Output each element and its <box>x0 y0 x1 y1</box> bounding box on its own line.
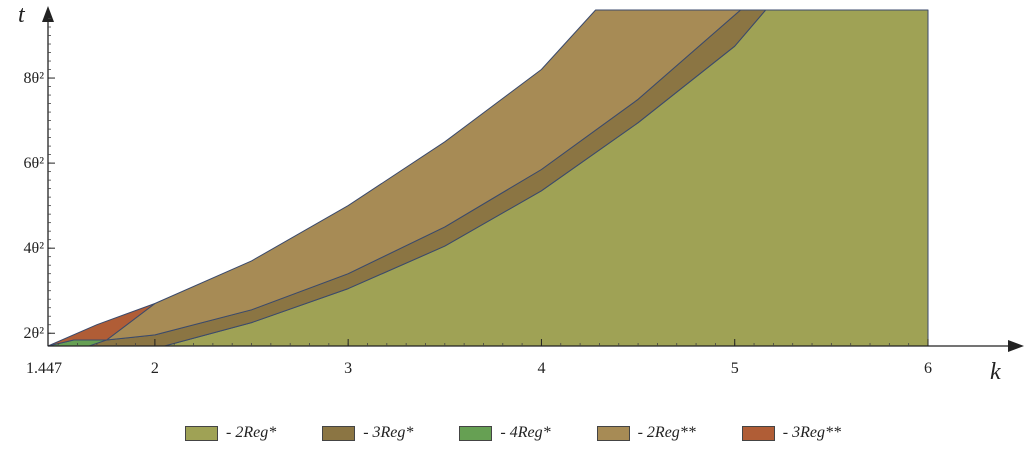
legend-swatch-3reg-star <box>322 425 356 441</box>
region-plot: t k 1.447 2 3 4 5 6 2θ² 4θ² 6θ² 8θ² <box>18 2 1024 385</box>
y-tick-label: 2θ² <box>24 325 45 342</box>
legend-swatch-3reg-double-star <box>741 425 775 441</box>
x-tick-label: 2 <box>151 360 159 377</box>
legend: - 2Reg* - 3Reg* - 4Reg* - 2Reg** - 3Reg*… <box>0 424 1026 442</box>
x-axis-arrow <box>1008 340 1024 352</box>
y-axis-title: t <box>18 2 26 28</box>
legend-label-2reg-star: - 2Reg* <box>225 424 277 441</box>
legend-item-3reg-double-star: - 3Reg** <box>741 424 841 442</box>
legend-label-3reg-double-star: - 3Reg** <box>782 424 841 441</box>
legend-swatch-4reg-star <box>459 425 493 441</box>
regions-group <box>47 9 929 347</box>
y-tick-label: 4θ² <box>24 240 45 257</box>
legend-swatch-2reg-double-star <box>596 425 630 441</box>
legend-label-3reg-star: - 3Reg* <box>363 424 414 441</box>
x-tick-label: 6 <box>924 360 932 377</box>
y-tick-label: 6θ² <box>24 155 45 172</box>
x-tick-label: 1.447 <box>26 360 62 377</box>
y-tick-label: 8θ² <box>24 70 45 87</box>
region-3regstarstar <box>47 303 156 347</box>
x-tick-label: 4 <box>537 360 545 377</box>
x-tick-label: 3 <box>344 360 352 377</box>
legend-item-4reg-star: - 4Reg* <box>459 424 551 442</box>
ticks-group: 1.447 2 3 4 5 6 2θ² 4θ² 6θ² 8θ² <box>24 18 932 377</box>
legend-label-2reg-double-star: - 2Reg** <box>637 424 696 441</box>
x-axis-title: k <box>990 359 1001 385</box>
legend-swatch-2reg-star <box>184 425 218 441</box>
legend-item-2reg-star: - 2Reg* <box>184 424 277 442</box>
legend-label-4reg-star: - 4Reg* <box>500 424 551 441</box>
x-tick-label: 5 <box>731 360 739 377</box>
legend-item-3reg-star: - 3Reg* <box>322 424 413 442</box>
y-axis-arrow <box>42 6 54 22</box>
axes-group: t k <box>18 2 1024 385</box>
legend-item-2reg-double-star: - 2Reg** <box>596 424 696 442</box>
region-2regstarstar <box>106 9 741 341</box>
